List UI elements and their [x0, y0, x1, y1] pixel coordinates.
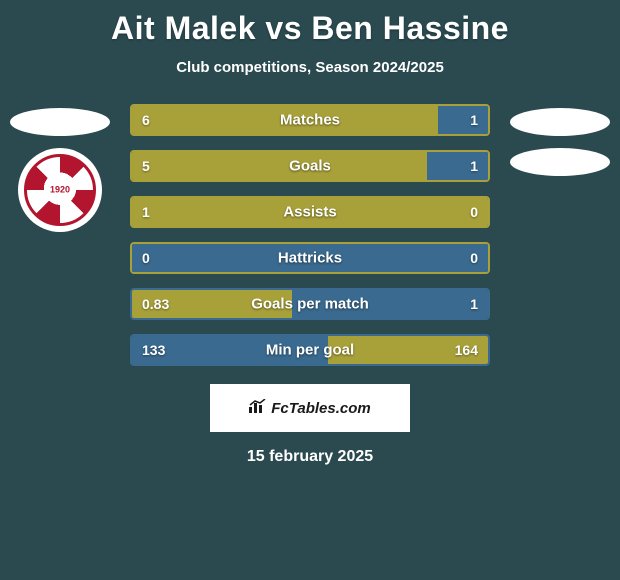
bar-fill-right	[438, 106, 488, 134]
brand-text: FcTables.com	[271, 400, 370, 417]
stat-right-value: 1	[470, 296, 478, 312]
date-line: 15 february 2025	[0, 448, 620, 466]
stat-right-value: 0	[470, 204, 478, 220]
brand-footer: FcTables.com	[210, 384, 410, 432]
chart-icon	[249, 399, 267, 418]
stat-left-value: 0	[142, 250, 150, 266]
stat-left-value: 0.83	[142, 296, 169, 312]
player-photo-placeholder	[510, 108, 610, 136]
stat-label: Min per goal	[266, 342, 354, 359]
page-title: Ait Malek vs Ben Hassine	[0, 10, 620, 47]
stat-label: Matches	[280, 112, 340, 129]
stat-left-value: 133	[142, 342, 165, 358]
stat-left-value: 5	[142, 158, 150, 174]
bar-fill-left	[132, 152, 427, 180]
subtitle: Club competitions, Season 2024/2025	[0, 59, 620, 76]
club-badge-icon: 1920	[24, 154, 96, 226]
stat-left-value: 6	[142, 112, 150, 128]
stat-bar: 1 0 Assists	[130, 196, 490, 228]
bar-fill-right	[427, 152, 488, 180]
stat-label: Hattricks	[278, 250, 342, 267]
stat-right-value: 1	[470, 112, 478, 128]
player-photo-placeholder	[10, 108, 110, 136]
comparison-infographic: Ait Malek vs Ben Hassine Club competitio…	[0, 0, 620, 466]
stat-right-value: 1	[470, 158, 478, 174]
stats-bars: 6 1 Matches 5 1 Goals 1 0 Assists 0 0 Hattricks 0.83…	[130, 104, 490, 366]
right-player-col	[510, 104, 610, 176]
stat-right-value: 164	[455, 342, 478, 358]
stat-bar: 5 1 Goals	[130, 150, 490, 182]
stat-bar: 0.83 1 Goals per match	[130, 288, 490, 320]
stat-left-value: 1	[142, 204, 150, 220]
stat-bar: 0 0 Hattricks	[130, 242, 490, 274]
content-row: 1920 6 1 Matches 5 1 Goals 1 0 Assists 0 0 Hattrick…	[0, 104, 620, 366]
left-player-col: 1920	[10, 104, 110, 232]
club-badge-placeholder	[510, 148, 610, 176]
stat-label: Goals	[289, 158, 331, 175]
stat-bar: 6 1 Matches	[130, 104, 490, 136]
club-badge-year: 1920	[50, 185, 70, 194]
stat-right-value: 0	[470, 250, 478, 266]
stat-bar: 133 164 Min per goal	[130, 334, 490, 366]
stat-label: Assists	[283, 204, 336, 221]
stat-label: Goals per match	[251, 296, 369, 313]
club-badge: 1920	[18, 148, 102, 232]
